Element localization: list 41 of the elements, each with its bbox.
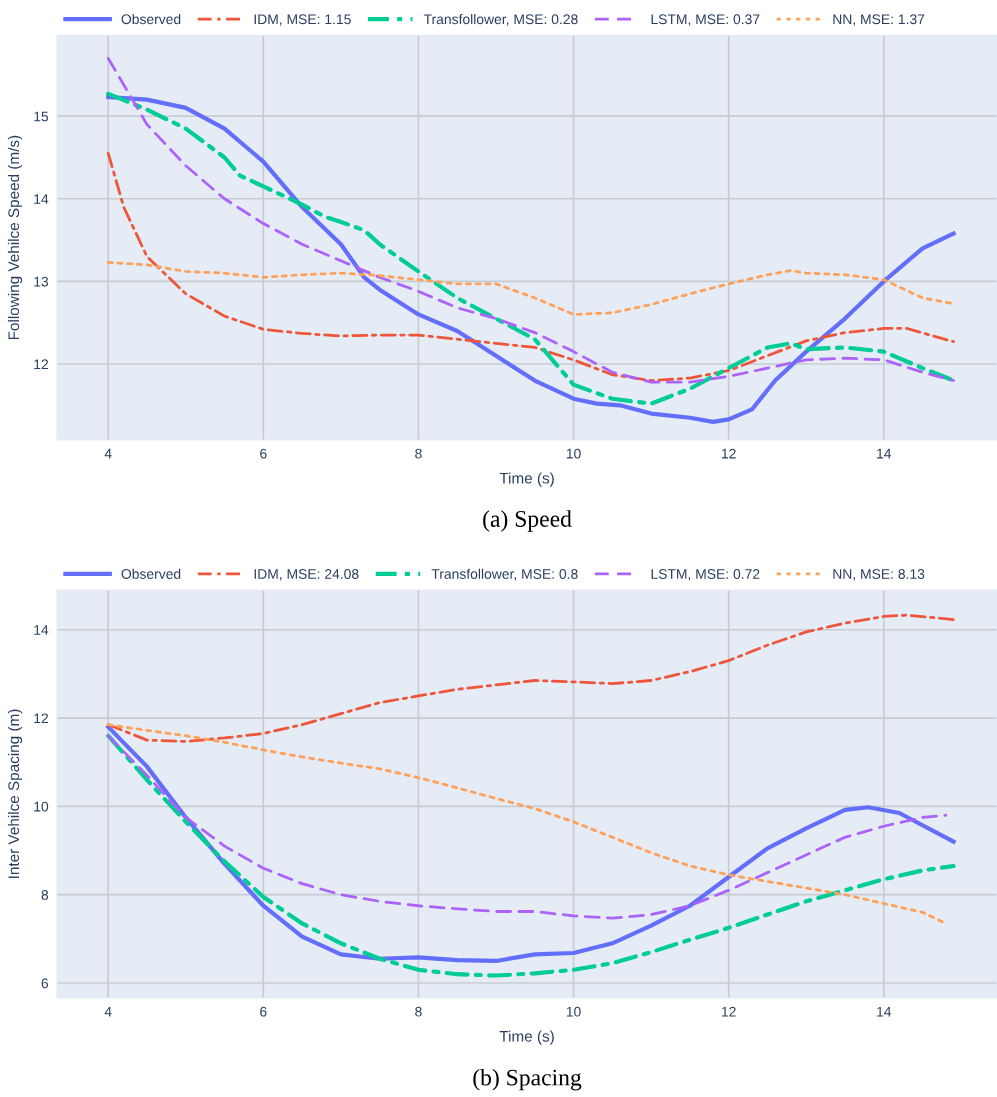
y-tick-label: 10 bbox=[34, 801, 49, 812]
x-tick-label: 6 bbox=[260, 1006, 267, 1017]
x-tick-label: 12 bbox=[721, 1006, 736, 1017]
x-tick-label: 4 bbox=[104, 448, 112, 459]
x-tick-label: 14 bbox=[877, 448, 892, 459]
y-tick-label: 12 bbox=[34, 713, 48, 724]
legend-label: IDM, MSE: 1.15 bbox=[254, 14, 351, 26]
text: (a) Speed bbox=[483, 510, 572, 532]
legend-label: LSTM, MSE: 0.37 bbox=[651, 14, 760, 26]
x-tick-label: 14 bbox=[877, 1006, 892, 1017]
x-tick-label: 10 bbox=[566, 1006, 581, 1017]
line-series bbox=[106, 261, 955, 316]
legend-label: NN, MSE: 1.37 bbox=[833, 14, 925, 26]
line-series bbox=[106, 56, 955, 384]
y-tick-label: 8 bbox=[41, 890, 49, 900]
y-tick-label: 6 bbox=[41, 978, 49, 989]
legend-label: NN, MSE: 8.13 bbox=[833, 569, 925, 581]
line-series bbox=[106, 613, 955, 743]
legend-label: Transfollower, MSE: 0.8 bbox=[431, 568, 578, 581]
line-series bbox=[106, 151, 955, 382]
x-tick-label: 8 bbox=[415, 1006, 422, 1017]
y-tick-label: 14 bbox=[34, 194, 49, 204]
legend-label: IDM, MSE: 24.08 bbox=[254, 569, 359, 581]
legend-label: Transfollower, MSE: 0.28 bbox=[423, 13, 578, 26]
y-tick-label: 12 bbox=[34, 359, 48, 370]
legend-label: LSTM, MSE: 0.72 bbox=[651, 569, 760, 581]
x-tick-label: 6 bbox=[260, 448, 267, 459]
x-tick-label: 4 bbox=[104, 1006, 112, 1017]
y-tick-label: 15 bbox=[34, 111, 49, 122]
x-axis-title: Time (s) bbox=[499, 472, 554, 487]
y-tick-label: 13 bbox=[34, 276, 49, 287]
x-tick-label: 10 bbox=[566, 448, 581, 459]
x-tick-label: 12 bbox=[721, 448, 736, 459]
text: (b) Spacing bbox=[473, 1068, 582, 1091]
x-tick-label: 8 bbox=[415, 448, 422, 459]
legend-label: Observed bbox=[121, 568, 181, 579]
x-axis-title: Time (s) bbox=[499, 1030, 554, 1045]
y-axis-title: Following Vehilce Speed (m/s) bbox=[7, 135, 23, 340]
legend-label: Observed bbox=[121, 13, 181, 25]
y-tick-label: 14 bbox=[34, 625, 49, 635]
y-axis-title: Inter Vehilce Spacing (m) bbox=[7, 709, 23, 878]
